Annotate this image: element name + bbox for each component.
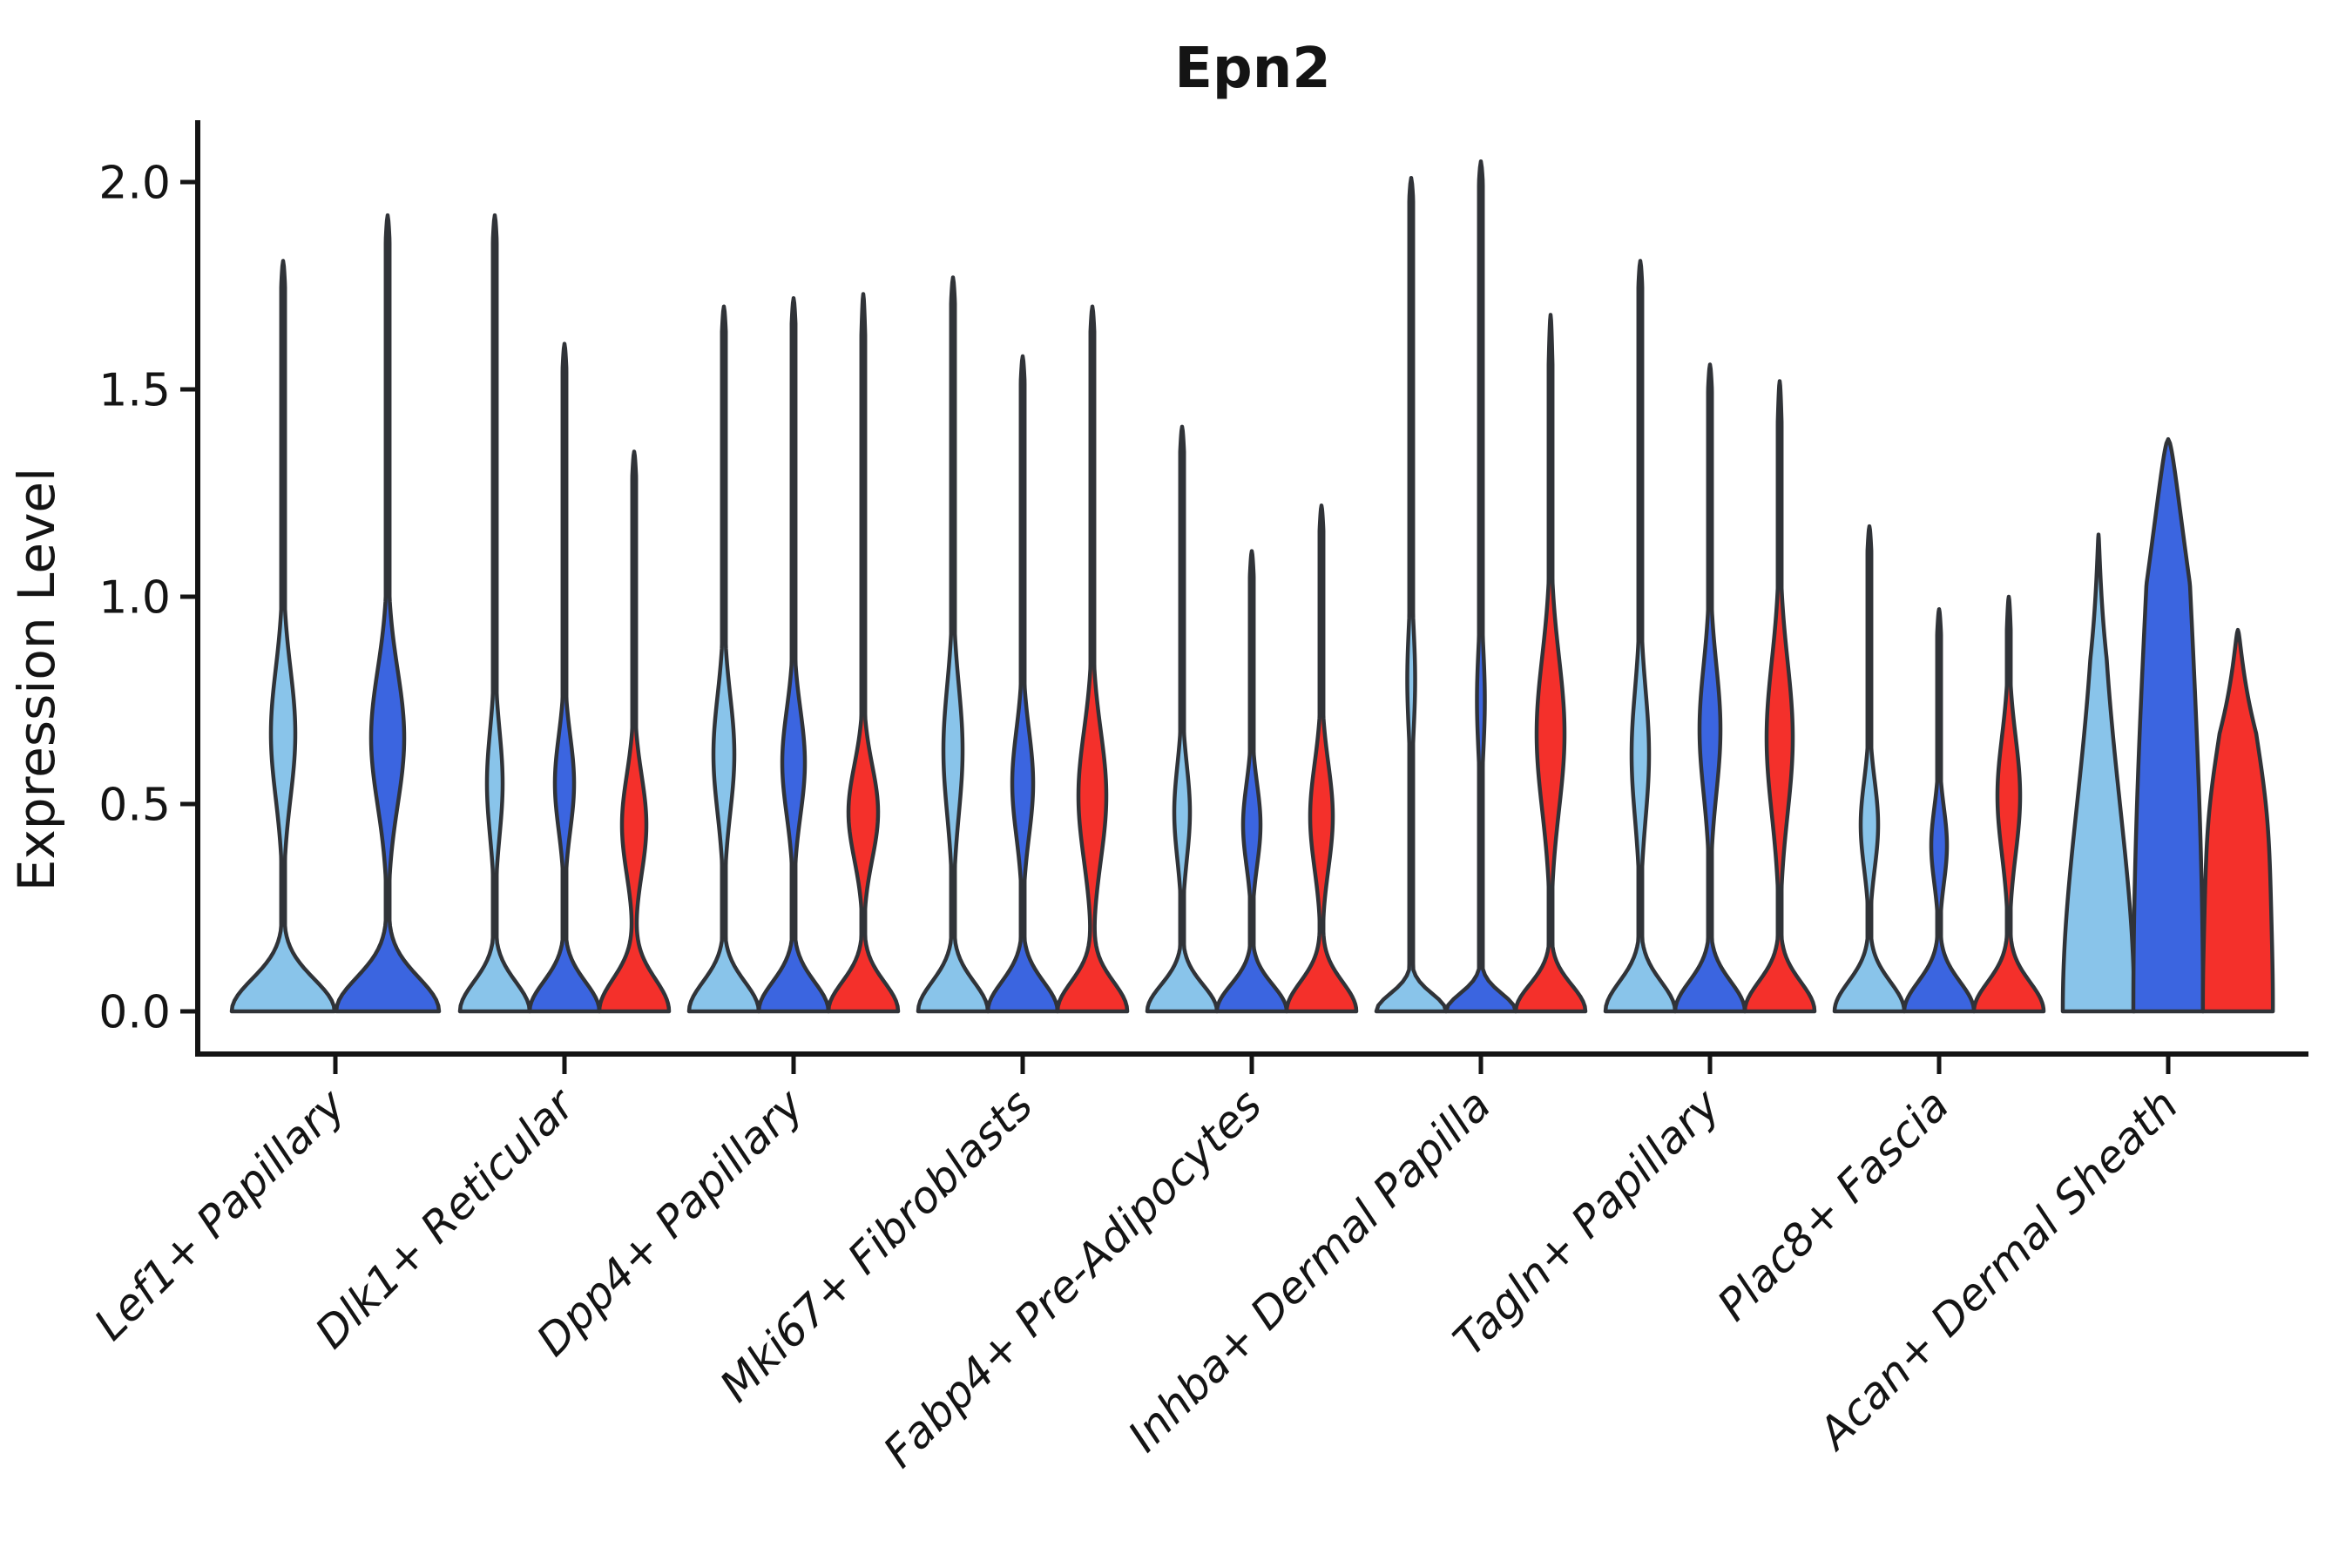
y-tick-label-0.0: 0.0 <box>98 987 171 1039</box>
violin-inhba-dermal-papilla-light_blue <box>1374 175 1449 1014</box>
violin-fabp4-pre-adipocytes-dark_blue <box>1214 549 1289 1014</box>
violin-acan-dermal-sheath-red <box>2200 627 2275 1014</box>
violin-mki67-fibroblasts-red <box>1055 304 1130 1014</box>
violin-plac8-fascia-red <box>1971 594 2046 1014</box>
violin-mki67-fibroblasts-light_blue <box>916 275 990 1014</box>
chart-title: Epn2 <box>1174 37 1331 101</box>
y-axis-label: Expression Level <box>7 468 66 891</box>
violin-acan-dermal-sheath-dark_blue <box>2131 436 2206 1014</box>
y-ticks: 0.0 0.5 1.0 1.5 2.0 <box>98 158 198 1039</box>
violin-dlk1-reticular-red <box>597 449 672 1014</box>
y-tick-label-1.0: 1.0 <box>98 572 171 625</box>
violin-dlk1-reticular-dark_blue <box>527 341 602 1014</box>
violin-fabp4-pre-adipocytes-light_blue <box>1145 424 1220 1014</box>
y-tick-label-1.5: 1.5 <box>98 365 171 417</box>
violin-dpp4-papillary-red <box>826 292 901 1014</box>
violin-fabp4-pre-adipocytes-red <box>1284 504 1359 1014</box>
violin-dpp4-papillary-dark_blue <box>756 296 831 1014</box>
x-tick-label-fabp4-pre-adipocytes: Fabp4+ Pre-Adipocytes <box>874 1079 1272 1477</box>
y-tick-label-0.5: 0.5 <box>98 780 171 832</box>
violin-tagln-papillary-dark_blue <box>1673 362 1747 1014</box>
violin-inhba-dermal-papilla-dark_blue <box>1443 159 1518 1014</box>
x-tick-label-inhba-dermal-papilla: Inhba+ Dermal Papilla <box>1119 1079 1500 1461</box>
x-tick-label-lef1-papillary: Lef1+ Papillary <box>84 1078 355 1349</box>
violin-acan-dermal-sheath-light_blue <box>2060 532 2137 1014</box>
violin-tagln-papillary-red <box>1742 379 1817 1014</box>
violin-lef1-papillary-light_blue <box>229 259 337 1014</box>
x-tick-label-acan-dermal-sheath: Acan+ Dermal Sheath <box>1808 1079 2188 1460</box>
violin-dpp4-papillary-light_blue <box>686 304 761 1014</box>
violin-dlk1-reticular-light_blue <box>457 213 532 1014</box>
violin-plac8-fascia-light_blue <box>1832 524 1907 1014</box>
violin-mki67-fibroblasts-dark_blue <box>985 354 1060 1014</box>
violin-plac8-fascia-dark_blue <box>1902 607 1977 1014</box>
violin-inhba-dermal-papilla-red <box>1513 313 1588 1014</box>
y-tick-label-2.0: 2.0 <box>98 158 171 210</box>
violin-lef1-papillary-dark_blue <box>334 213 442 1014</box>
violin-tagln-papillary-light_blue <box>1603 259 1678 1014</box>
violins-layer <box>229 159 2275 1014</box>
x-tick-label-plac8-fascia: Plac8+ Fascia <box>1708 1079 1959 1330</box>
